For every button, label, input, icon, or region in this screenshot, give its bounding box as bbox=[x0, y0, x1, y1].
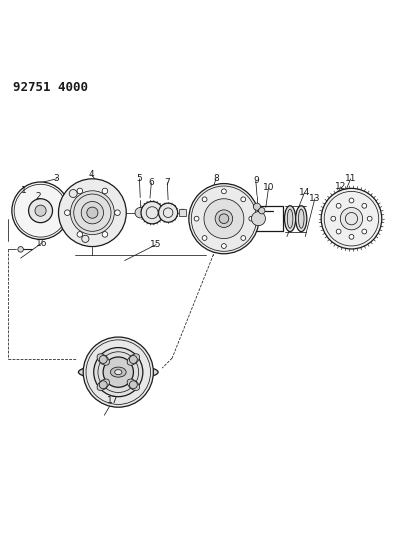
Circle shape bbox=[241, 197, 246, 201]
Ellipse shape bbox=[284, 206, 296, 232]
Ellipse shape bbox=[78, 365, 158, 379]
Circle shape bbox=[99, 356, 107, 364]
Circle shape bbox=[83, 337, 153, 407]
Circle shape bbox=[336, 204, 341, 208]
Circle shape bbox=[349, 198, 354, 203]
Circle shape bbox=[204, 199, 244, 239]
Circle shape bbox=[158, 203, 178, 222]
Circle shape bbox=[258, 207, 265, 214]
Circle shape bbox=[321, 188, 382, 249]
Circle shape bbox=[115, 210, 120, 215]
Circle shape bbox=[222, 189, 226, 193]
Text: 8: 8 bbox=[213, 174, 219, 183]
Circle shape bbox=[82, 235, 89, 243]
Text: 15: 15 bbox=[150, 240, 162, 249]
Text: 4: 4 bbox=[89, 171, 94, 179]
Text: 6: 6 bbox=[148, 179, 154, 187]
Circle shape bbox=[129, 356, 137, 364]
Text: 11: 11 bbox=[345, 174, 356, 183]
Circle shape bbox=[141, 201, 163, 224]
Circle shape bbox=[18, 247, 24, 252]
Circle shape bbox=[252, 212, 266, 225]
Circle shape bbox=[329, 210, 346, 228]
Text: 1: 1 bbox=[21, 186, 27, 195]
Bar bbox=[179, 209, 186, 216]
Circle shape bbox=[340, 207, 363, 230]
Circle shape bbox=[77, 188, 83, 194]
Circle shape bbox=[219, 214, 229, 223]
Ellipse shape bbox=[296, 206, 307, 232]
Circle shape bbox=[103, 357, 134, 387]
Circle shape bbox=[194, 216, 199, 221]
Circle shape bbox=[254, 203, 260, 211]
Text: 2: 2 bbox=[36, 192, 41, 201]
Text: 7: 7 bbox=[164, 179, 170, 187]
Circle shape bbox=[99, 381, 107, 389]
Ellipse shape bbox=[298, 209, 304, 228]
Text: 92751 4000: 92751 4000 bbox=[13, 81, 88, 94]
Circle shape bbox=[222, 244, 226, 248]
Text: 14: 14 bbox=[299, 188, 310, 197]
Circle shape bbox=[215, 210, 233, 228]
Circle shape bbox=[94, 348, 143, 397]
Text: 9: 9 bbox=[253, 176, 259, 185]
Text: 16: 16 bbox=[36, 239, 47, 248]
Ellipse shape bbox=[127, 354, 140, 365]
Circle shape bbox=[189, 183, 259, 254]
Circle shape bbox=[349, 235, 354, 239]
Circle shape bbox=[70, 191, 114, 235]
Circle shape bbox=[81, 201, 104, 224]
Circle shape bbox=[28, 199, 52, 223]
Circle shape bbox=[58, 179, 126, 247]
Ellipse shape bbox=[97, 354, 110, 365]
Text: 5: 5 bbox=[136, 174, 142, 183]
Circle shape bbox=[69, 190, 77, 198]
Circle shape bbox=[331, 216, 336, 221]
Text: 17: 17 bbox=[107, 396, 119, 405]
Circle shape bbox=[367, 216, 372, 221]
Circle shape bbox=[77, 232, 83, 237]
Circle shape bbox=[362, 204, 367, 208]
Ellipse shape bbox=[110, 367, 126, 377]
Circle shape bbox=[87, 207, 98, 219]
Ellipse shape bbox=[127, 379, 140, 391]
Circle shape bbox=[135, 207, 145, 218]
Circle shape bbox=[35, 205, 46, 216]
Circle shape bbox=[102, 232, 108, 237]
Circle shape bbox=[64, 210, 70, 215]
Circle shape bbox=[362, 229, 367, 234]
Text: 10: 10 bbox=[263, 183, 274, 192]
Circle shape bbox=[202, 236, 207, 240]
Text: 12: 12 bbox=[335, 182, 346, 191]
Circle shape bbox=[249, 216, 254, 221]
Text: 3: 3 bbox=[54, 174, 59, 183]
Ellipse shape bbox=[115, 369, 122, 375]
Circle shape bbox=[241, 236, 246, 240]
Text: 13: 13 bbox=[309, 194, 320, 203]
Circle shape bbox=[336, 229, 341, 234]
Circle shape bbox=[102, 188, 108, 194]
Ellipse shape bbox=[287, 209, 293, 228]
Circle shape bbox=[12, 182, 69, 239]
Circle shape bbox=[202, 197, 207, 201]
Circle shape bbox=[129, 381, 137, 389]
Ellipse shape bbox=[97, 379, 110, 391]
